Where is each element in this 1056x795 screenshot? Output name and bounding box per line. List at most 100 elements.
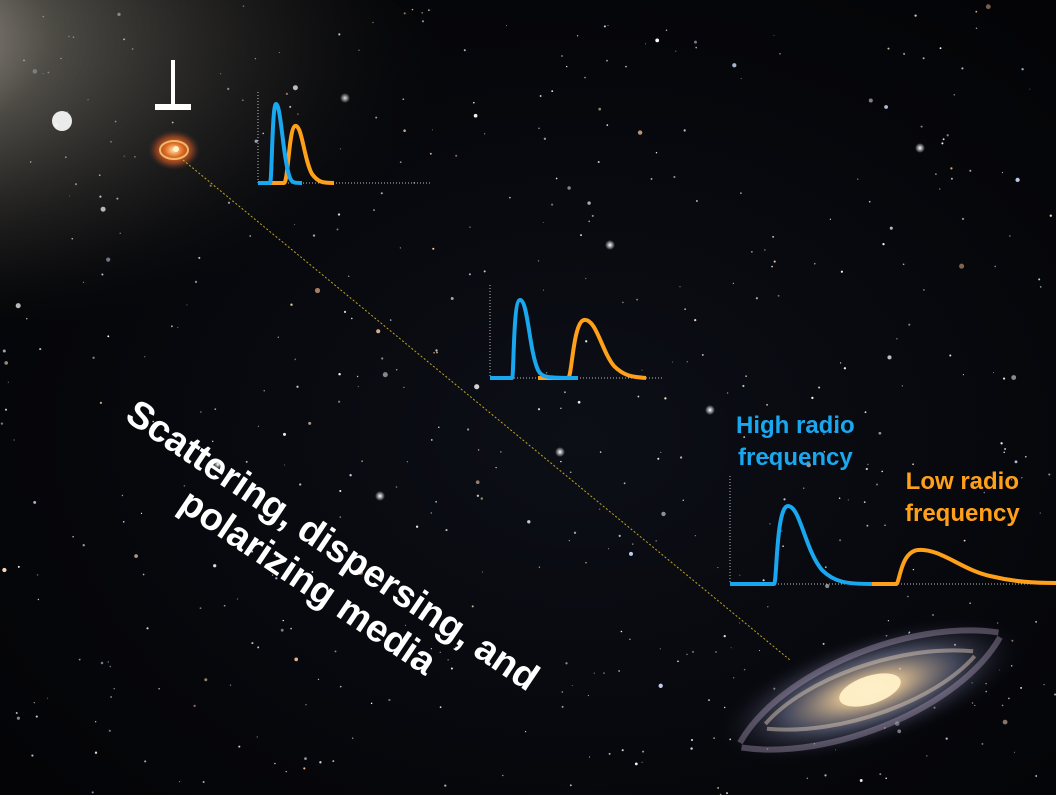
star — [357, 385, 359, 388]
star — [450, 667, 453, 670]
star — [887, 620, 890, 622]
star — [992, 371, 995, 374]
star — [743, 436, 746, 439]
star — [953, 93, 956, 96]
star — [251, 642, 254, 645]
star — [444, 784, 447, 787]
star — [1013, 751, 1016, 753]
star — [500, 451, 502, 453]
star — [864, 411, 867, 414]
star — [16, 716, 20, 720]
star — [587, 694, 590, 697]
star — [684, 308, 686, 310]
star — [274, 762, 276, 765]
star — [349, 474, 352, 477]
star — [840, 270, 843, 273]
star — [884, 105, 888, 109]
star — [1011, 375, 1017, 380]
star — [92, 356, 95, 359]
star — [823, 433, 825, 435]
star — [885, 777, 887, 780]
star — [251, 550, 254, 553]
line-of-sight — [182, 159, 791, 661]
star — [739, 622, 741, 624]
star — [806, 777, 809, 780]
star — [305, 704, 307, 706]
star — [134, 554, 138, 558]
star — [645, 43, 647, 45]
bright-star — [915, 143, 925, 153]
star — [679, 456, 683, 459]
star — [920, 125, 923, 128]
star — [962, 374, 964, 376]
star — [502, 774, 504, 777]
star — [381, 357, 384, 360]
pulse-3-low-frequency-curve — [872, 547, 1056, 586]
star — [569, 471, 572, 473]
star — [782, 545, 784, 548]
star — [303, 767, 306, 770]
star — [204, 678, 208, 682]
star — [608, 548, 610, 550]
star — [758, 650, 760, 652]
star — [1020, 686, 1023, 689]
star — [94, 751, 98, 754]
star — [823, 451, 826, 453]
star — [146, 627, 149, 630]
star — [537, 408, 541, 411]
star — [762, 579, 765, 582]
star — [764, 249, 766, 251]
star — [599, 451, 602, 453]
star — [767, 605, 769, 608]
star — [802, 487, 805, 489]
star — [634, 762, 638, 766]
star — [974, 482, 977, 485]
star — [285, 770, 287, 773]
star — [766, 403, 769, 406]
star — [403, 386, 405, 389]
star — [608, 752, 611, 755]
star — [922, 57, 925, 60]
star — [946, 134, 949, 137]
star — [311, 571, 314, 573]
star — [113, 687, 115, 690]
star — [950, 177, 953, 180]
star — [290, 303, 293, 306]
star — [1029, 88, 1031, 90]
star — [294, 358, 297, 361]
star — [806, 462, 811, 468]
low-frequency-label-text: Low radio frequency — [905, 468, 1020, 527]
star — [395, 486, 398, 488]
star — [211, 440, 214, 443]
star — [1010, 478, 1013, 481]
star — [887, 355, 892, 360]
star — [686, 361, 688, 363]
star — [257, 425, 259, 427]
star — [352, 737, 354, 739]
star — [409, 634, 412, 637]
star — [660, 451, 662, 453]
star — [283, 464, 285, 466]
star — [641, 369, 643, 371]
star — [432, 247, 435, 250]
star — [238, 745, 241, 748]
star — [338, 373, 341, 376]
star — [469, 226, 471, 228]
star — [868, 200, 871, 203]
star — [2, 567, 7, 573]
star — [282, 432, 287, 436]
star — [884, 524, 886, 526]
star — [1021, 477, 1023, 479]
bright-star — [705, 405, 715, 415]
star — [256, 736, 258, 738]
star — [769, 523, 771, 525]
star — [95, 721, 97, 723]
star — [587, 201, 591, 205]
star — [1039, 512, 1041, 514]
star — [824, 774, 827, 777]
star — [959, 263, 965, 269]
star — [482, 571, 483, 573]
star — [618, 670, 620, 672]
star — [945, 737, 948, 740]
